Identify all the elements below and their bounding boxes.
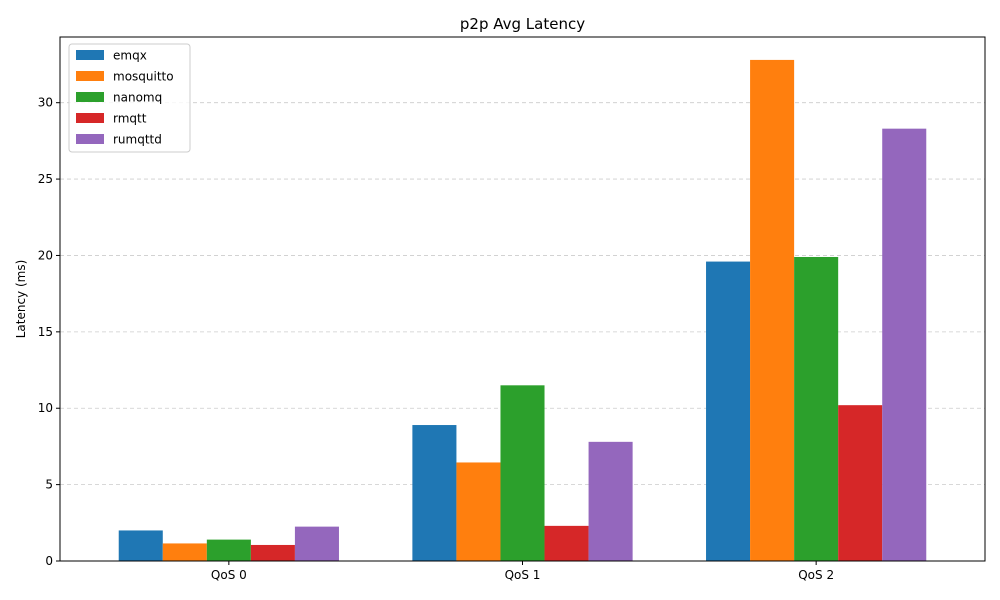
y-tick-label: 0: [45, 554, 53, 568]
legend-swatch-mosquitto: [76, 71, 104, 81]
x-tick-label: QoS 0: [211, 568, 247, 582]
bars: [118, 59, 927, 561]
bar-rumqttd-qos-2: [882, 128, 927, 561]
bar-rmqtt-qos-2: [838, 405, 883, 561]
x-tick-label: QoS 1: [505, 568, 541, 582]
bar-rmqtt-qos-0: [250, 544, 295, 561]
y-tick-label: 10: [38, 401, 53, 415]
legend-swatch-nanomq: [76, 92, 104, 102]
x-axis-ticks: QoS 0 QoS 1 QoS 2: [211, 561, 834, 582]
legend-label-emqx: emqx: [113, 49, 147, 63]
bar-nanomq-qos-2: [794, 256, 839, 561]
y-tick-label: 20: [38, 248, 53, 262]
bar-rmqtt-qos-1: [544, 525, 589, 561]
legend-swatch-rumqttd: [76, 134, 104, 144]
x-tick-label: QoS 2: [798, 568, 834, 582]
legend-label-rumqttd: rumqttd: [113, 133, 162, 147]
bar-emqx-qos-0: [118, 530, 163, 561]
y-axis-ticks: 0 5 10 15 20 25 30: [38, 96, 60, 568]
y-tick-label: 25: [38, 172, 53, 186]
y-axis-title: Latency (ms): [14, 260, 28, 339]
bar-rumqttd-qos-1: [588, 441, 633, 561]
bar-mosquitto-qos-1: [456, 462, 501, 561]
legend-label-nanomq: nanomq: [113, 91, 162, 105]
legend-label-mosquitto: mosquitto: [113, 70, 174, 84]
bar-mosquitto-qos-0: [162, 543, 207, 561]
bar-nanomq-qos-0: [206, 539, 251, 561]
bar-mosquitto-qos-2: [750, 59, 795, 561]
legend-swatch-rmqtt: [76, 113, 104, 123]
chart-title: p2p Avg Latency: [460, 15, 585, 33]
bar-nanomq-qos-1: [500, 385, 545, 561]
y-tick-label: 15: [38, 325, 53, 339]
y-tick-label: 5: [45, 478, 53, 492]
bar-rumqttd-qos-0: [294, 526, 339, 561]
y-tick-label: 30: [38, 96, 53, 110]
bar-emqx-qos-1: [412, 425, 457, 561]
legend-swatch-emqx: [76, 50, 104, 60]
legend-label-rmqtt: rmqtt: [113, 112, 147, 126]
bar-emqx-qos-2: [706, 261, 751, 561]
legend: emqx mosquitto nanomq rmqtt rumqttd: [68, 43, 191, 153]
